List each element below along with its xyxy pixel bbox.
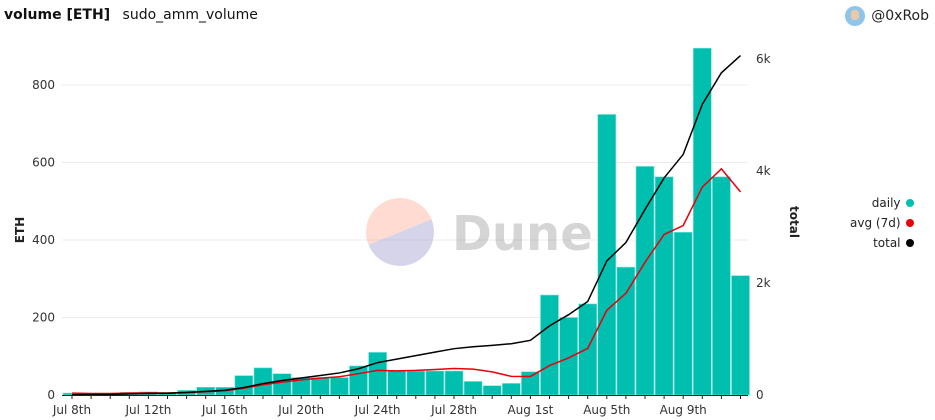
query-name[interactable]: sudo_amm_volume bbox=[122, 7, 258, 23]
bar-daily-Jul-17[interactable] bbox=[234, 375, 254, 396]
y-axis-label: ETH bbox=[13, 217, 27, 243]
dune-watermark: Dune bbox=[366, 198, 593, 266]
bar-daily-Aug-11[interactable] bbox=[712, 176, 731, 396]
y-tick-label: 800 bbox=[32, 78, 55, 92]
bar-daily-Aug-10[interactable] bbox=[692, 47, 712, 396]
bar-daily-Jul-31[interactable] bbox=[501, 383, 521, 396]
bar-daily-Aug-9[interactable] bbox=[673, 231, 693, 396]
bar-daily-Jul-24[interactable] bbox=[368, 352, 387, 396]
avg-swatch bbox=[905, 219, 914, 227]
legend-item-total[interactable]: total bbox=[850, 233, 914, 253]
bar-daily-Jul-22[interactable] bbox=[330, 377, 349, 396]
bar-daily-Jul-26[interactable] bbox=[406, 370, 426, 396]
legend-item-daily[interactable]: daily bbox=[850, 193, 914, 213]
bar-daily-Aug-7[interactable] bbox=[635, 166, 655, 396]
x-tick-label: Aug 5th bbox=[583, 403, 630, 417]
bar-daily-Jul-27[interactable] bbox=[425, 370, 445, 396]
bar-daily-Aug-1[interactable] bbox=[521, 371, 540, 396]
chart-title: volume [ETH] bbox=[4, 7, 111, 23]
author-name[interactable]: @0xRob bbox=[871, 8, 929, 24]
y2-tick-label: 4k bbox=[756, 164, 771, 178]
bar-daily-Aug-12[interactable] bbox=[731, 275, 750, 396]
bar-daily-Jul-19[interactable] bbox=[272, 373, 292, 396]
watermark-text: Dune bbox=[452, 206, 593, 262]
y2-tick-label: 0 bbox=[756, 388, 764, 402]
bar-daily-Aug-3[interactable] bbox=[559, 317, 578, 396]
y-tick-label: 600 bbox=[32, 156, 55, 170]
line-total[interactable] bbox=[71, 54, 742, 396]
x-tick-label: Jul 20th bbox=[277, 403, 324, 417]
y-tick-label: 400 bbox=[32, 233, 55, 247]
bar-daily-Aug-6[interactable] bbox=[616, 266, 636, 396]
bar-daily-Jul-25[interactable] bbox=[387, 370, 407, 396]
y-tick-label: 200 bbox=[32, 311, 55, 325]
x-tick-label: Aug 1st bbox=[507, 403, 553, 417]
bar-daily-Aug-2[interactable] bbox=[540, 294, 559, 396]
author[interactable]: @0xRob bbox=[845, 6, 929, 26]
bar-daily-Jul-28[interactable] bbox=[444, 370, 464, 396]
x-tick-label: Jul 12th bbox=[124, 403, 171, 417]
y-tick-label: 0 bbox=[47, 388, 55, 402]
legend-item-avg[interactable]: avg (7d) bbox=[850, 213, 914, 233]
x-tick-label: Aug 9th bbox=[660, 403, 707, 417]
bar-daily-Jul-18[interactable] bbox=[253, 367, 273, 396]
bar-daily-Jul-21[interactable] bbox=[310, 377, 330, 396]
x-tick-label: Jul 24th bbox=[354, 403, 401, 417]
chart-header: volume [ETH] sudo_amm_volume bbox=[4, 7, 258, 23]
avatar bbox=[845, 6, 866, 26]
total-swatch bbox=[905, 239, 914, 247]
legend: daily avg (7d) total bbox=[850, 193, 914, 253]
bar-daily-Jul-30[interactable] bbox=[482, 385, 502, 396]
bar-daily-Jul-29[interactable] bbox=[463, 381, 483, 396]
y2-tick-label: 6k bbox=[756, 52, 771, 66]
bar-daily-Aug-4[interactable] bbox=[578, 303, 598, 396]
y2-axis-label: total bbox=[787, 206, 801, 238]
daily-swatch bbox=[905, 199, 914, 207]
x-tick-label: Jul 16th bbox=[201, 403, 248, 417]
x-tick-label: Jul 8th bbox=[52, 403, 91, 417]
bar-daily-Aug-8[interactable] bbox=[654, 176, 674, 396]
x-tick-label: Jul 28th bbox=[430, 403, 477, 417]
y2-tick-label: 2k bbox=[756, 276, 771, 290]
